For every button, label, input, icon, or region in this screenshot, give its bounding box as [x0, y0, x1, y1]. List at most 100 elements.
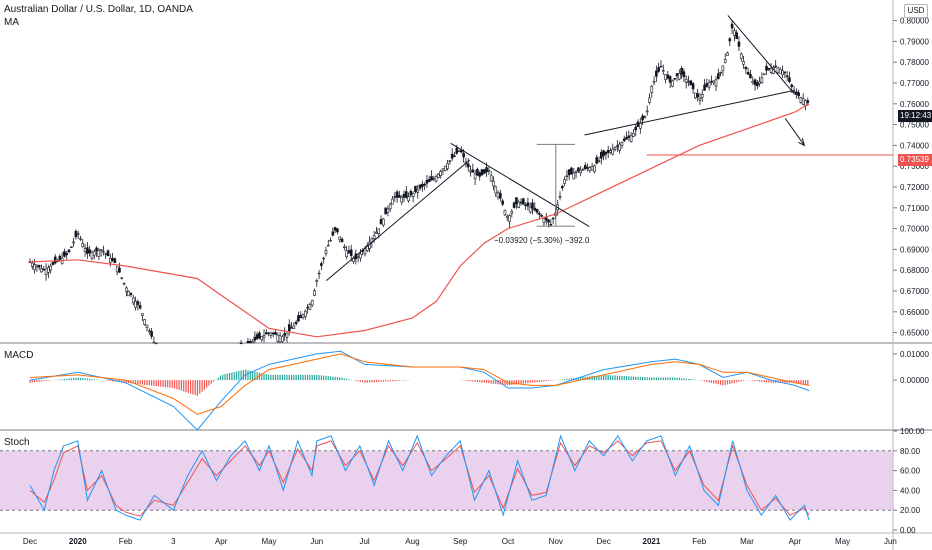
- candle-body: [134, 300, 137, 308]
- candle-body: [83, 248, 87, 252]
- candle-body: [359, 253, 362, 259]
- candle-body: [308, 304, 312, 310]
- candle-body: [310, 300, 314, 306]
- candle-body: [278, 335, 282, 343]
- candle-body: [42, 268, 46, 271]
- candle-body: [97, 249, 101, 257]
- candle-body: [730, 23, 734, 29]
- candle-body: [409, 191, 413, 196]
- candle-body: [384, 207, 387, 215]
- signal-line: [29, 353, 810, 415]
- time-tick-label: Dec: [23, 537, 37, 546]
- candle-body: [154, 342, 158, 345]
- candle-body: [115, 266, 119, 273]
- candle-body: [118, 267, 121, 273]
- candle-body: [377, 228, 381, 234]
- time-tick-label: Dec: [596, 537, 610, 546]
- candle-body: [714, 79, 718, 87]
- candle-body: [462, 153, 465, 158]
- stoch-indicator-label[interactable]: Stoch: [4, 437, 30, 448]
- candle-body: [602, 150, 605, 157]
- price-tick-label: 0.76000: [900, 100, 929, 109]
- candle-body: [570, 167, 573, 175]
- arrow-line: [784, 118, 805, 146]
- candle-body: [398, 195, 401, 198]
- candle-body: [611, 148, 615, 155]
- candle-body: [283, 332, 286, 336]
- candle-body: [806, 100, 810, 103]
- candle-body: [382, 218, 385, 226]
- macd-tick-label: 0.01000: [900, 350, 929, 359]
- candle-body: [574, 171, 578, 174]
- candle-body: [95, 247, 98, 252]
- candle-body: [671, 80, 674, 87]
- candle-body: [801, 98, 805, 105]
- candle-body: [407, 196, 410, 202]
- candle-body: [675, 73, 679, 77]
- candle-body: [317, 272, 321, 275]
- candle-body: [331, 231, 335, 236]
- candle-body: [260, 336, 264, 341]
- candle-body: [680, 67, 683, 75]
- candle-body: [418, 184, 422, 189]
- candle-body: [441, 168, 445, 172]
- candle-body: [432, 178, 436, 180]
- price-tick-label: 0.75000: [900, 121, 929, 130]
- candle-body: [572, 172, 576, 180]
- candle-body: [712, 80, 716, 83]
- candle-body: [512, 202, 516, 208]
- candle-body: [297, 315, 300, 322]
- candle-body: [636, 121, 640, 127]
- stoch-band-fill: [0, 450, 893, 511]
- candle-body: [267, 332, 270, 334]
- trendline: [727, 15, 796, 95]
- candle-body: [622, 138, 626, 142]
- candle-body: [721, 65, 725, 72]
- time-tick-label: Nov: [549, 537, 563, 546]
- time-tick-label: 2021: [643, 537, 661, 546]
- candle-body: [505, 215, 509, 218]
- candle-body: [655, 70, 658, 77]
- candle-body: [106, 250, 110, 257]
- candle-body: [577, 167, 580, 172]
- candle-body: [478, 172, 482, 177]
- currency-button[interactable]: USD: [904, 4, 928, 18]
- candle-body: [723, 59, 727, 63]
- candle-body: [99, 249, 103, 251]
- trendline: [326, 159, 471, 281]
- candle-body: [652, 81, 656, 83]
- price-candles: [28, 20, 810, 345]
- candle-body: [581, 169, 585, 171]
- candle-body: [152, 341, 156, 344]
- candle-body: [524, 204, 527, 207]
- candle-body: [595, 157, 599, 164]
- candle-body: [476, 169, 479, 176]
- candle-body: [301, 314, 305, 318]
- candle-body: [443, 165, 447, 171]
- trend-drawings[interactable]: [326, 15, 893, 281]
- candle-body: [606, 149, 610, 153]
- time-tick-label: Aug: [405, 537, 419, 546]
- candle-body: [372, 235, 376, 240]
- candle-body: [471, 169, 475, 173]
- candle-body: [329, 239, 332, 242]
- candle-body: [586, 167, 589, 169]
- candle-body: [797, 92, 800, 97]
- candle-body: [423, 183, 426, 186]
- stoch-tick-label: 80.00: [900, 447, 921, 456]
- ma-indicator-label[interactable]: MA: [4, 17, 19, 28]
- candle-body: [597, 160, 601, 162]
- candle-body: [363, 248, 367, 255]
- candle-body: [664, 74, 667, 80]
- candle-body: [579, 169, 582, 174]
- candle-body: [593, 165, 596, 172]
- candle-body: [542, 217, 546, 224]
- candle-body: [634, 126, 638, 131]
- candle-body: [65, 253, 69, 255]
- price-tick-label: 0.79000: [900, 37, 929, 46]
- candle-body: [102, 250, 105, 253]
- macd-indicator-label[interactable]: MACD: [4, 350, 34, 361]
- candle-body: [81, 243, 85, 248]
- candle-body: [336, 228, 339, 233]
